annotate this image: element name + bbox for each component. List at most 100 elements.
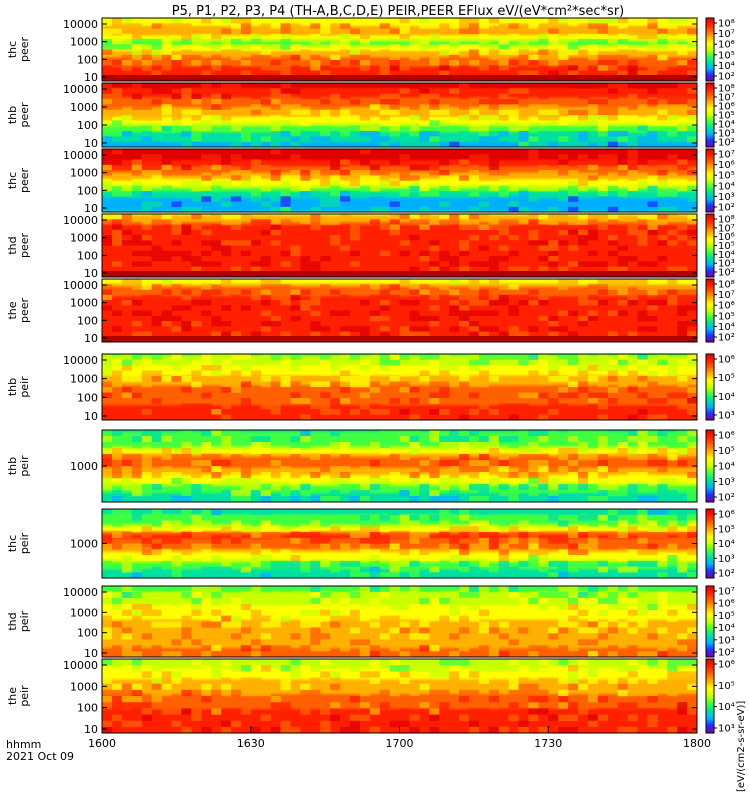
panel-label: peer: [18, 233, 31, 259]
y-tick-label: 10: [84, 202, 98, 215]
y-tick-label: 10000: [63, 659, 98, 672]
y-tick-label: 10: [84, 647, 98, 660]
colorbar-tick-label: 10³: [718, 477, 735, 488]
panel-label: thc: [6, 41, 19, 58]
colorbar-tick-label: 10⁷: [718, 290, 735, 301]
y-tick-label: 1000: [70, 36, 98, 49]
colorbar-tick-label: 10⁷: [718, 587, 735, 598]
colorbar-tick-label: 10⁷: [718, 223, 735, 234]
y-tick-label: 100: [77, 391, 98, 404]
time-axis: 1600 1630 1700 1730 1800: [88, 726, 711, 750]
colorbar-tick-label: 10⁴: [718, 702, 735, 713]
colorbar-tick-label: 10⁴: [718, 181, 735, 192]
panel-label: thc: [6, 172, 19, 189]
y-tick-label: 1000: [70, 297, 98, 310]
panel-label: the: [6, 301, 19, 319]
y-tick-label: 10: [84, 137, 98, 150]
colorbar-tick-label: 10⁵: [718, 446, 735, 457]
spectrogram-10: [102, 659, 697, 733]
panel-label: peir: [18, 532, 31, 554]
colorbar-unit-label: [eV/(cm2-s-sr-eV)]: [736, 701, 747, 792]
y-tick-label: 1000: [70, 232, 98, 245]
colorbar-tick-label: 10³: [718, 724, 735, 735]
colorbar-tick-label: 10⁵: [718, 241, 735, 252]
spectrogram-5: [102, 279, 697, 342]
y-tick-label: 1000: [70, 538, 98, 551]
colorbar-tick-label: 10³: [718, 129, 735, 140]
colorbar-tick-label: 10⁶: [718, 301, 735, 312]
colorbar-tick-label: 10⁶: [718, 40, 735, 51]
colorbar-tick-label: 10⁸: [718, 84, 735, 95]
panel-frame: [101, 148, 698, 213]
colorbar-tick-label: 10⁵: [718, 311, 735, 322]
time-axis-label: hhmm: [6, 738, 41, 751]
y-tick-label: 100: [77, 53, 98, 66]
x-tick-label: 1800: [683, 737, 711, 750]
panel-frame: [101, 17, 698, 82]
colorbar-strip: [705, 82, 715, 148]
colorbar-tick-label: 10⁷: [718, 93, 735, 104]
spectrogram-4: [102, 214, 697, 277]
colorbar-strip: [705, 148, 715, 213]
panel-8: 1000 thc peir 10² 10³ 10⁴ 10⁵ 10⁶: [6, 508, 735, 580]
y-tick-label: 10000: [63, 586, 98, 599]
panel-10: 10 100 1000 10000 the peir 10³ 10⁴ 10⁵ 10⁶: [6, 658, 735, 736]
panel-frame: [101, 82, 698, 148]
y-tick-label: 1000: [70, 606, 98, 619]
panel-7: 1000 thb peir 10² 10³ 10⁴ 10⁵ 10⁶: [6, 429, 735, 504]
colorbar-tick-label: 10⁵: [718, 373, 735, 384]
colorbar-tick-label: 10³: [718, 635, 735, 646]
colorbar-tick-label: 10³: [718, 259, 735, 270]
colorbar-tick-label: 10⁸: [718, 215, 735, 226]
colorbar-tick-label: 10³: [718, 192, 735, 203]
colorbar-8: 10² 10³ 10⁴ 10⁵ 10⁶: [705, 508, 735, 580]
colorbar-tick-label: 10⁴: [718, 623, 735, 634]
colorbar-tick-label: 10⁶: [718, 431, 735, 442]
colorbar-tick-label: 10⁵: [718, 50, 735, 61]
colorbar-tick-label: 10⁷: [718, 150, 735, 161]
colorbar-tick-label: 10²: [718, 493, 735, 504]
panel-label: peir: [18, 455, 31, 477]
panel-label: thb: [6, 106, 19, 124]
panel-label: thd: [6, 236, 19, 254]
colorbar-tick-label: 10⁶: [718, 160, 735, 171]
date-label: 2021 Oct 09: [6, 750, 74, 763]
y-tick-label: 1000: [70, 101, 98, 114]
colorbar-tick-label: 10²: [718, 138, 735, 149]
panel-label: the: [6, 687, 19, 705]
panel-label: peir: [18, 610, 31, 632]
spectrogram-9: [102, 586, 697, 657]
y-tick-label: 100: [77, 119, 98, 132]
colorbar-tick-label: 10⁴: [718, 392, 735, 403]
colorbar-tick-label: 10⁵: [718, 524, 735, 535]
y-tick-label: 10000: [63, 354, 98, 367]
colorbar-tick-label: 10⁵: [718, 611, 735, 622]
colorbar-tick-label: 10⁵: [718, 681, 735, 692]
colorbar-strip: [705, 213, 715, 278]
y-tick-label: 10000: [63, 214, 98, 227]
colorbar-tick-label: 10²: [718, 648, 735, 659]
y-tick-label: 10000: [63, 149, 98, 162]
colorbar-tick-label: 10⁴: [718, 120, 735, 131]
panel-frame: [101, 353, 698, 421]
panel-label: peer: [18, 37, 31, 63]
y-tick-label: 100: [77, 249, 98, 262]
colorbar-tick-label: 10⁵: [718, 111, 735, 122]
colorbar-tick-label: 10³: [718, 554, 735, 565]
y-tick-label: 10: [84, 267, 98, 280]
panel-label: peir: [18, 376, 31, 398]
colorbar-tick-label: 10⁶: [718, 355, 735, 366]
colorbar-tick-label: 10³: [718, 411, 735, 422]
panel-label: peer: [18, 298, 31, 324]
colorbar-tick-label: 10²: [718, 203, 735, 214]
x-tick-label: 1700: [386, 737, 414, 750]
spectrogram-6: [102, 354, 697, 420]
colorbar-tick-label: 10⁴: [718, 462, 735, 473]
panel-frame: [101, 213, 698, 278]
